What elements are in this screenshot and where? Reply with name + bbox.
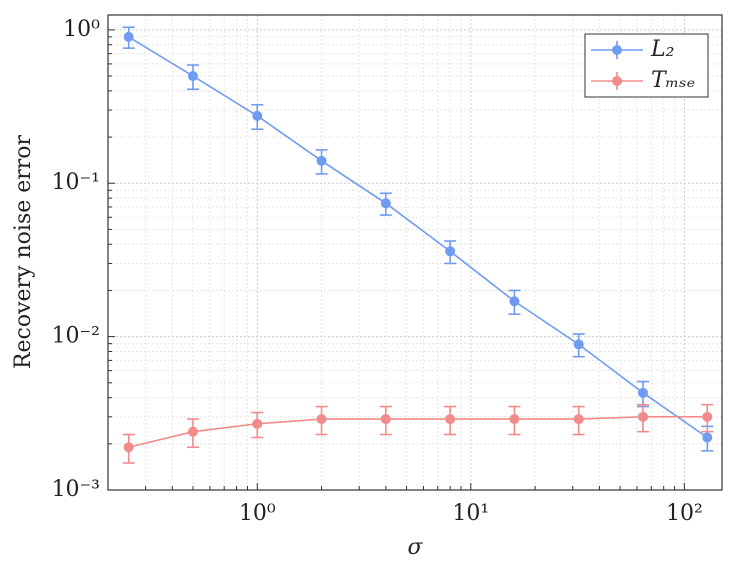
y-tick-label: 10⁻³ — [52, 477, 100, 502]
legend-marker — [612, 45, 622, 55]
point — [638, 411, 649, 422]
point — [509, 414, 520, 425]
point — [573, 414, 584, 425]
point — [252, 110, 263, 121]
x-tick-label: 10² — [666, 501, 703, 526]
point — [123, 442, 134, 453]
legend-box — [584, 33, 709, 98]
point — [380, 414, 391, 425]
point — [702, 432, 713, 443]
point — [445, 246, 456, 257]
series-line — [128, 416, 708, 449]
x-tick-label: 10⁰ — [239, 501, 276, 526]
point — [187, 426, 198, 437]
point — [316, 155, 327, 166]
series-line — [128, 36, 708, 439]
point — [702, 411, 713, 422]
point — [573, 339, 584, 350]
y-tick-label: 10⁰ — [63, 17, 100, 42]
point — [187, 71, 198, 82]
y-tick-label: 10⁻¹ — [52, 170, 100, 195]
y-tick-label: 10⁻² — [52, 324, 100, 349]
point — [316, 414, 327, 425]
point — [445, 414, 456, 425]
y-axis-label: Recovery noise error — [11, 134, 36, 369]
point — [638, 387, 649, 398]
point — [509, 296, 520, 307]
point — [380, 198, 391, 209]
legend-label: Tₘₛₑ — [651, 68, 695, 93]
point — [123, 31, 134, 42]
x-axis-label: σ — [407, 535, 423, 560]
x-tick-label: 10¹ — [452, 501, 489, 526]
plot-frame — [107, 14, 723, 491]
legend-label: L₂ — [650, 37, 674, 62]
point — [252, 418, 263, 429]
legend-marker — [612, 76, 622, 86]
